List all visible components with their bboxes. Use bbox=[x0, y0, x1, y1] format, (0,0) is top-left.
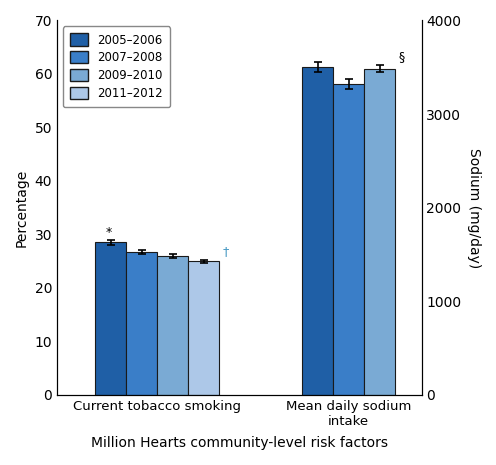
Text: §: § bbox=[398, 50, 404, 63]
Y-axis label: Sodium (mg/day): Sodium (mg/day) bbox=[467, 147, 481, 268]
Y-axis label: Percentage: Percentage bbox=[15, 168, 29, 247]
Bar bbox=[302, 67, 333, 395]
Bar bbox=[333, 84, 364, 395]
Bar bbox=[126, 252, 157, 395]
Bar bbox=[157, 256, 188, 395]
X-axis label: Million Hearts community-level risk factors: Million Hearts community-level risk fact… bbox=[91, 436, 388, 450]
Text: *: * bbox=[106, 226, 112, 239]
Bar bbox=[95, 242, 126, 395]
Bar bbox=[188, 261, 219, 395]
Bar bbox=[364, 69, 395, 395]
Text: †: † bbox=[222, 246, 229, 259]
Legend: 2005–2006, 2007–2008, 2009–2010, 2011–2012: 2005–2006, 2007–2008, 2009–2010, 2011–20… bbox=[63, 27, 170, 107]
